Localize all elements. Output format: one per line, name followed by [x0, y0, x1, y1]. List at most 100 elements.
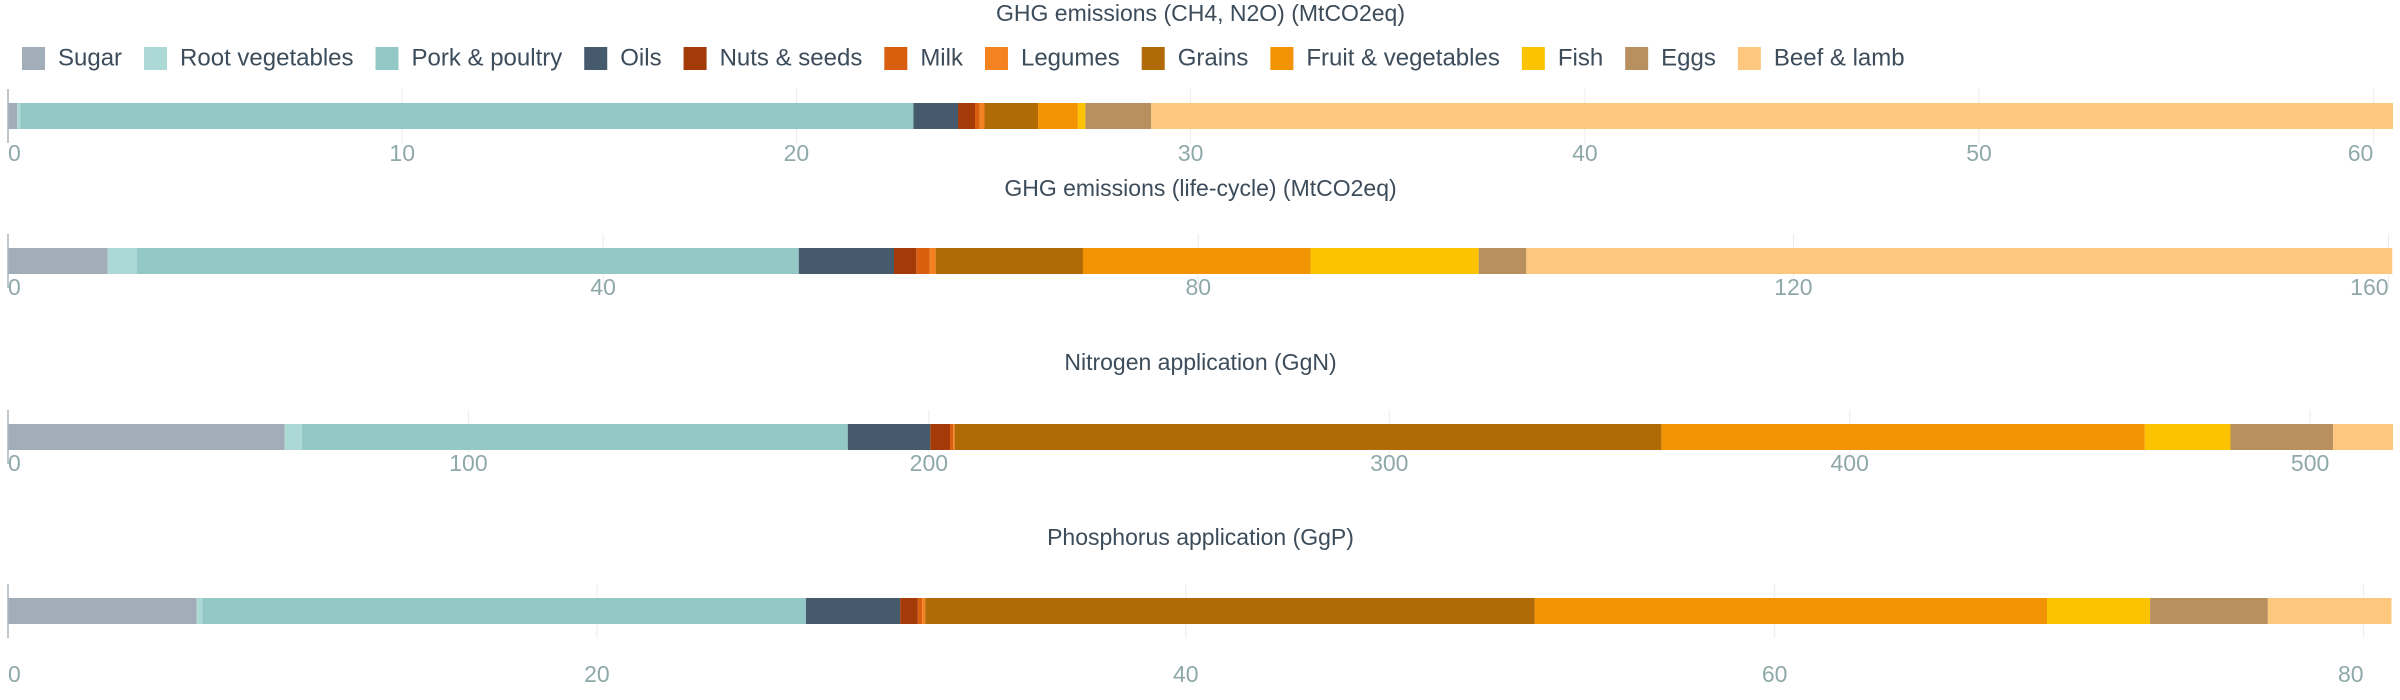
legend-swatch	[984, 47, 1008, 70]
x-tick-label: 500	[2291, 450, 2329, 476]
legend-label: Grains	[1178, 44, 1249, 71]
chart-title: GHG emissions (life-cycle) (MtCO2eq)	[1004, 175, 1396, 201]
bar-segment	[805, 598, 901, 624]
legend-label: Oils	[620, 44, 661, 71]
legend-swatch	[144, 47, 168, 70]
bar-segment	[953, 424, 955, 450]
bar-segment	[301, 424, 848, 450]
bar-segment	[2267, 598, 2392, 624]
bar-segment	[979, 103, 985, 129]
legend-swatch	[1521, 47, 1545, 70]
bar-segment	[2150, 598, 2268, 624]
x-tick-label: 30	[1178, 140, 1204, 166]
bar-segment	[894, 248, 917, 274]
bar-segment	[798, 248, 895, 274]
legend-label: Root vegetables	[180, 44, 353, 71]
bar-segment	[1151, 103, 2393, 129]
legend-label: Pork & poultry	[412, 44, 563, 71]
bar-segment	[925, 598, 1535, 624]
bar-segment	[954, 424, 1662, 450]
legend-swatch	[22, 47, 45, 70]
bar-segment	[196, 598, 203, 624]
bar-segment	[8, 103, 18, 129]
legend-label: Nuts & seeds	[720, 44, 863, 71]
bar-segment	[2333, 424, 2393, 450]
x-tick-label: 80	[1185, 274, 1211, 300]
legend-swatch	[1270, 47, 1294, 70]
x-tick-label: 80	[2338, 661, 2364, 687]
x-tick-label: 40	[1173, 661, 1199, 687]
bar-segment	[2144, 424, 2231, 450]
bar-segment	[17, 103, 21, 129]
x-tick-label: 10	[389, 140, 415, 166]
bar-segment	[1526, 248, 2393, 274]
legend-label: Fish	[1558, 44, 1603, 71]
legend-label: Milk	[920, 44, 964, 71]
bar-segment	[1082, 248, 1311, 274]
bar-segment	[917, 598, 923, 624]
x-tick-label: 60	[1762, 661, 1788, 687]
legend-swatch	[1141, 47, 1165, 70]
x-tick-label: 0	[8, 450, 21, 476]
bar-segment	[1038, 103, 1078, 129]
bar-segment	[1077, 103, 1086, 129]
bar-segment	[2047, 598, 2151, 624]
bar-segment	[847, 424, 931, 450]
legend-label: Sugar	[58, 44, 122, 71]
x-tick-label: 40	[590, 274, 616, 300]
legend-swatch	[375, 47, 399, 70]
x-tick-label: 0	[8, 661, 21, 687]
bar-segment	[975, 103, 980, 129]
legend-swatch	[884, 47, 908, 70]
x-tick-label: 120	[1774, 274, 1812, 300]
x-tick-label: 300	[1370, 450, 1408, 476]
legend-label: Eggs	[1661, 44, 1716, 71]
bar-segment	[950, 424, 954, 450]
x-tick-label: 50	[1966, 140, 1992, 166]
legend-label: Legumes	[1021, 44, 1120, 71]
x-tick-label: 20	[784, 140, 810, 166]
legend-swatch	[1737, 47, 1761, 70]
bar-segment	[1661, 424, 2145, 450]
x-tick-label: 60	[2348, 140, 2374, 166]
bar-segment	[8, 424, 285, 450]
bar-segment	[1534, 598, 2048, 624]
bar-segment	[916, 248, 930, 274]
bar-segment	[8, 598, 197, 624]
bar-segment	[202, 598, 806, 624]
x-tick-label: 100	[449, 450, 487, 476]
x-tick-label: 200	[910, 450, 948, 476]
chart-title: Phosphorus application (GgP)	[1047, 524, 1354, 550]
x-tick-label: 400	[1831, 450, 1869, 476]
bar-segment	[958, 103, 976, 129]
legend-swatch	[683, 47, 707, 70]
bar-segment	[900, 598, 918, 624]
bar-segment	[1085, 103, 1152, 129]
bar-segment	[2230, 424, 2334, 450]
x-tick-label: 0	[8, 140, 21, 166]
bar-segment	[930, 424, 951, 450]
bar-segment	[913, 103, 959, 129]
x-tick-label: 160	[2350, 274, 2388, 300]
x-tick-label: 20	[584, 661, 610, 687]
legend-swatch	[584, 47, 608, 70]
chart-title: GHG emissions (CH4, N2O) (MtCO2eq)	[996, 0, 1405, 26]
legend-swatch	[1625, 47, 1649, 70]
bar-segment	[935, 248, 1083, 274]
bar-segment	[922, 598, 926, 624]
x-tick-label: 0	[8, 274, 21, 300]
bar-segment	[1478, 248, 1527, 274]
bar-segment	[136, 248, 799, 274]
bar-segment	[20, 103, 914, 129]
bar-segment	[284, 424, 302, 450]
legend-label: Beef & lamb	[1774, 44, 1905, 71]
legend-label: Fruit & vegetables	[1306, 44, 1499, 71]
x-tick-label: 40	[1572, 140, 1598, 166]
chart-title: Nitrogen application (GgN)	[1064, 349, 1336, 375]
bar-segment	[929, 248, 936, 274]
bar-segment	[984, 103, 1039, 129]
bar-segment	[1310, 248, 1479, 274]
bar-segment	[107, 248, 137, 274]
